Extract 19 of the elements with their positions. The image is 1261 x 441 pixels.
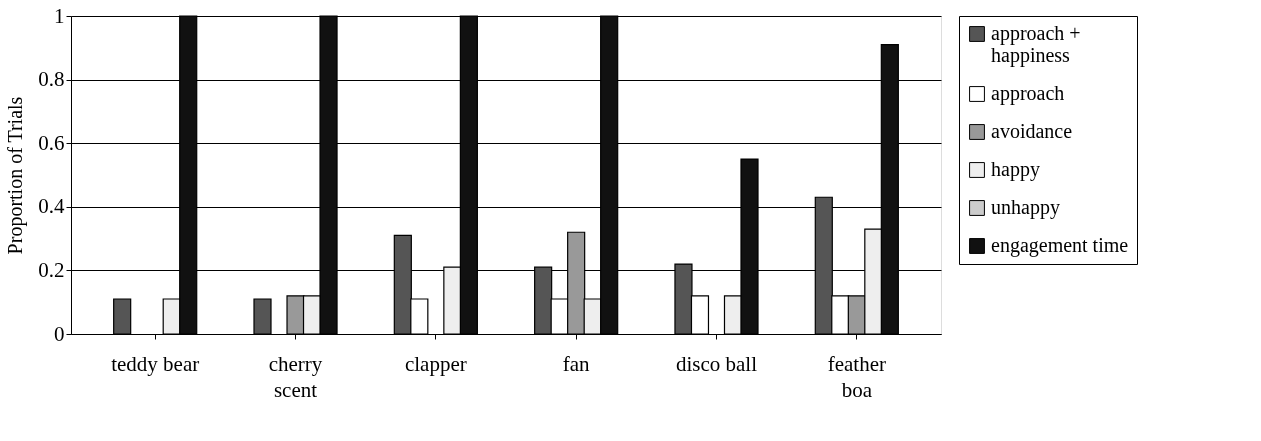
- x-tick-label: clapper: [404, 351, 467, 376]
- x-tick-label: feather boa: [827, 351, 886, 402]
- y-tick-label: 0.2: [38, 257, 65, 282]
- legend-label: engagement time: [991, 234, 1129, 257]
- y-tick-label: 0.6: [38, 130, 65, 155]
- legend-label: unhappy: [991, 196, 1060, 219]
- y-tick-label: 0.8: [38, 67, 65, 92]
- y-tick-label: 0: [54, 321, 65, 346]
- y-axis-title: Proportion of Trials: [4, 96, 28, 255]
- legend-label: happy: [991, 158, 1040, 181]
- x-tick-label: cherry scent: [268, 351, 323, 402]
- y-tick-label: 0.4: [38, 194, 65, 219]
- legend-label: approach + happiness: [991, 22, 1081, 67]
- y-tick-label: 1: [54, 3, 65, 28]
- x-tick-label: teddy bear: [111, 351, 200, 376]
- legend-label: avoidance: [991, 120, 1073, 142]
- x-tick-label: disco ball: [675, 351, 758, 376]
- legend-label: approach: [991, 82, 1065, 105]
- x-tick-label: fan: [562, 351, 591, 376]
